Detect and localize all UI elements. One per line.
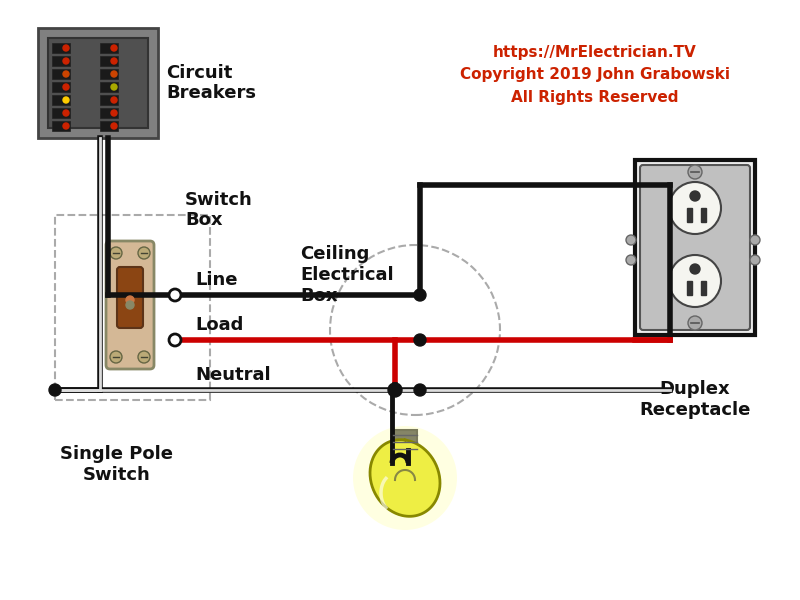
Circle shape (690, 191, 700, 201)
Circle shape (138, 351, 150, 363)
Circle shape (688, 316, 702, 330)
Bar (52, 95, 70, 105)
Bar (52, 69, 70, 79)
Bar (100, 121, 118, 131)
Bar (100, 108, 118, 118)
Bar (52, 82, 70, 92)
Circle shape (626, 255, 636, 265)
Bar (100, 69, 118, 79)
Circle shape (126, 301, 134, 309)
Circle shape (126, 296, 134, 304)
Text: Ceiling
Electrical
Box: Ceiling Electrical Box (300, 245, 394, 305)
Bar (100, 56, 118, 66)
Circle shape (111, 45, 117, 51)
Circle shape (690, 264, 700, 274)
Text: Switch
Box: Switch Box (185, 191, 253, 229)
Circle shape (63, 58, 69, 64)
Circle shape (49, 384, 61, 396)
Circle shape (63, 45, 69, 51)
Circle shape (414, 384, 426, 396)
Circle shape (669, 182, 721, 234)
Circle shape (414, 289, 426, 301)
Circle shape (111, 123, 117, 129)
Circle shape (111, 84, 117, 90)
Circle shape (111, 110, 117, 116)
Circle shape (63, 97, 69, 103)
Circle shape (388, 383, 402, 397)
Circle shape (110, 351, 122, 363)
Bar (100, 95, 118, 105)
Circle shape (138, 247, 150, 259)
Bar (701, 281, 706, 295)
Bar (52, 108, 70, 118)
Bar (52, 43, 70, 53)
Circle shape (63, 123, 69, 129)
Bar (701, 208, 706, 222)
Circle shape (110, 247, 122, 259)
Circle shape (63, 71, 69, 77)
FancyBboxPatch shape (117, 267, 143, 328)
Circle shape (626, 235, 636, 245)
FancyBboxPatch shape (640, 165, 750, 330)
Bar (687, 281, 692, 295)
FancyBboxPatch shape (38, 28, 158, 138)
Bar (100, 43, 118, 53)
Circle shape (669, 255, 721, 307)
Text: Duplex
Receptacle: Duplex Receptacle (639, 380, 750, 419)
Text: Load: Load (195, 316, 243, 334)
Circle shape (63, 110, 69, 116)
FancyBboxPatch shape (393, 430, 417, 455)
FancyBboxPatch shape (106, 241, 154, 369)
Text: https://MrElectrician.TV
Copyright 2019 John Grabowski
All Rights Reserved: https://MrElectrician.TV Copyright 2019 … (460, 45, 730, 104)
Bar (52, 56, 70, 66)
Text: Line: Line (195, 271, 238, 289)
FancyBboxPatch shape (635, 160, 755, 335)
FancyBboxPatch shape (48, 38, 148, 128)
Circle shape (353, 426, 457, 530)
Circle shape (111, 97, 117, 103)
Text: Circuit
Breakers: Circuit Breakers (166, 64, 256, 103)
Circle shape (688, 165, 702, 179)
Text: Single Pole
Switch: Single Pole Switch (61, 445, 174, 484)
Circle shape (169, 289, 181, 301)
Bar (687, 208, 692, 222)
Text: Neutral: Neutral (195, 366, 270, 384)
Polygon shape (370, 440, 440, 517)
Circle shape (111, 71, 117, 77)
Circle shape (63, 84, 69, 90)
Circle shape (414, 334, 426, 346)
Bar (52, 121, 70, 131)
Circle shape (750, 235, 760, 245)
Circle shape (169, 334, 181, 346)
Circle shape (111, 58, 117, 64)
Bar (100, 82, 118, 92)
Circle shape (750, 255, 760, 265)
